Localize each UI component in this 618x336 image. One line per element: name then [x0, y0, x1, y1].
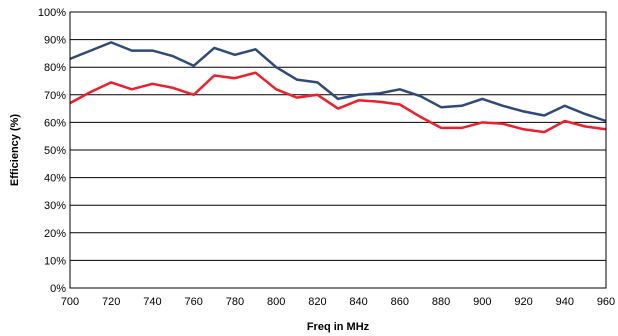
- x-tick-label: 700: [61, 296, 79, 308]
- y-tick-label: 10%: [44, 255, 66, 267]
- x-tick-label: 800: [267, 296, 285, 308]
- y-tick-label: 80%: [44, 62, 66, 74]
- x-tick-label: 740: [143, 296, 161, 308]
- y-tick-label: 50%: [44, 145, 66, 157]
- x-tick-label: 780: [226, 296, 244, 308]
- x-tick-label: 720: [102, 296, 120, 308]
- series-line-1: [69, 41, 607, 123]
- x-tick-label: 920: [514, 296, 532, 308]
- tick-layer: 0% 10% 20% 30% 40% 50% 60% 70% 80% 90% 100% 700 720 7…: [38, 7, 615, 308]
- series-line-2: [69, 71, 607, 134]
- y-tick-label: 20%: [44, 228, 66, 240]
- x-tick-label: 880: [432, 296, 450, 308]
- plot-frame: [69, 11, 607, 289]
- y-tick-label: 30%: [44, 200, 66, 212]
- x-tick-label: 860: [391, 296, 409, 308]
- y-tick-label: 90%: [44, 35, 66, 47]
- x-tick-label: 900: [473, 296, 491, 308]
- series-layer: [69, 41, 607, 134]
- x-tick-label: 840: [349, 296, 367, 308]
- grid-layer: [70, 11, 606, 289]
- y-axis-title: Efficiency (%): [9, 114, 21, 186]
- x-tick-label: 940: [556, 296, 574, 308]
- y-tick-label: 60%: [44, 117, 66, 129]
- y-tick-label: 70%: [44, 90, 66, 102]
- x-tick-label: 760: [185, 296, 203, 308]
- y-tick-label: 40%: [44, 173, 66, 185]
- y-tick-label: 0%: [50, 283, 66, 295]
- x-tick-label: 820: [308, 296, 326, 308]
- y-tick-label: 100%: [38, 7, 66, 19]
- x-tick-label: 960: [597, 296, 615, 308]
- x-axis-title: Freq in MHz: [307, 321, 370, 333]
